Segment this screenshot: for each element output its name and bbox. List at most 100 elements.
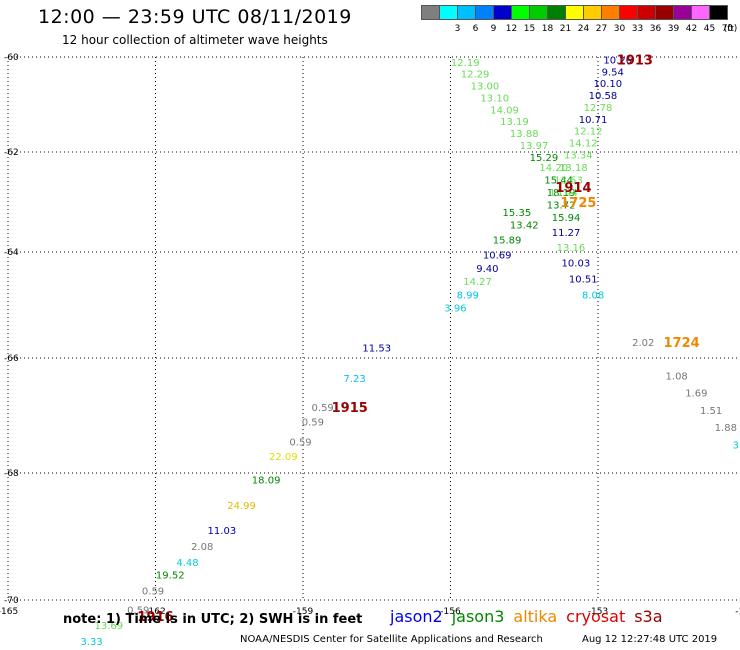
pass-number-label: 1914	[555, 181, 591, 196]
color-scale-label: 36	[649, 24, 662, 34]
longitude-label: -159	[293, 607, 314, 617]
map-subtitle: 12 hour collection of altimeter wave hei…	[62, 33, 328, 47]
wave-height-reading: 2.08	[191, 542, 213, 553]
wave-height-reading: 13.18	[559, 163, 588, 174]
wave-height-reading: 15.44	[549, 188, 578, 199]
wave-height-reading: 10.26	[603, 55, 632, 66]
wave-height-reading: 8.99	[457, 290, 479, 301]
wave-height-reading: 13.10	[480, 93, 509, 104]
wave-height-reading: 19.52	[156, 571, 185, 582]
color-swatch	[709, 5, 728, 20]
wave-height-reading: 13.88	[510, 129, 539, 140]
wave-height-reading: 9.54	[602, 67, 624, 78]
wave-height-reading: 1.88	[715, 423, 737, 434]
color-scale-label: 9	[490, 24, 497, 34]
latitude-label: -64	[4, 248, 19, 258]
satellite-legend-s3a: s3a	[634, 607, 663, 626]
wave-height-reading: 0.59	[302, 417, 324, 428]
color-scale-label: 12	[505, 24, 518, 34]
latitude-label: -70	[4, 596, 19, 606]
wave-height-reading: 14.20	[539, 163, 568, 174]
wave-height-reading: 11.03	[208, 526, 237, 537]
generated-timestamp: Aug 12 12:27:48 UTC 2019	[582, 634, 718, 645]
color-scale-label: 42	[685, 24, 698, 34]
wave-height-reading: 18.09	[252, 475, 281, 486]
wave-height-reading: 24.99	[227, 501, 256, 512]
wave-height-reading: 12.78	[584, 103, 613, 114]
color-scale-label: 15	[523, 24, 536, 34]
color-scale-label: 45	[703, 24, 716, 34]
pass-number-label: 1725	[560, 196, 596, 211]
units-note: note: 1) Time is in UTC; 2) SWH is in fe…	[63, 612, 363, 627]
color-scale-label: 39	[667, 24, 680, 34]
pass-number-label: 1915	[332, 401, 368, 416]
color-scale-label: 24	[577, 24, 590, 34]
wave-height-reading: 13.69	[94, 621, 123, 632]
wave-height-reading: 13.16	[557, 243, 586, 254]
wave-height-reading: 1.69	[685, 389, 707, 400]
color-scale-label: 70	[721, 24, 734, 34]
wave-height-reading: 15.35	[503, 208, 532, 219]
wave-height-reading: 15.44	[544, 176, 573, 187]
wave-height-reading: 1.51	[700, 406, 722, 417]
wave-height-readings: 12.1912.2913.0013.1014.0913.1913.8813.97…	[80, 55, 740, 648]
color-scale-label: 33	[631, 24, 644, 34]
lat-lon-grid	[7, 56, 740, 601]
wave-height-reading: 3.96	[444, 304, 466, 315]
wave-height-reading: 14.09	[490, 105, 519, 116]
satellite-legend-jason3: jason3	[451, 607, 505, 626]
color-scale-unit: (ft)	[723, 24, 738, 34]
pass-number-label: 1913	[617, 53, 653, 68]
latitude-label: -66	[4, 354, 19, 364]
wave-height-reading: 13.34	[564, 151, 593, 162]
satellite-legend-altika: altika	[513, 607, 558, 626]
wave-height-reading: 13.72	[547, 201, 576, 212]
wave-height-reading: 13.53	[554, 176, 583, 187]
wave-height-reading: 14.12	[569, 139, 598, 150]
wave-height-reading: 3.7	[733, 440, 740, 451]
pass-number-label: 1724	[663, 336, 699, 351]
satellite-legend-jason2: jason2	[390, 607, 443, 626]
longitude-label: -153	[588, 607, 608, 617]
wave-height-reading: 11.27	[552, 228, 581, 239]
wave-height-reading: 15.89	[493, 236, 522, 247]
latitude-label: -62	[4, 148, 19, 158]
color-scale-label: 27	[595, 24, 608, 34]
satellite-legend-cryosat: cryosat	[566, 607, 626, 626]
wave-height-reading: 13.19	[500, 117, 529, 128]
wave-height-reading: 12.19	[451, 58, 480, 69]
latitude-label: -68	[4, 469, 19, 479]
latitude-label: -60	[4, 53, 19, 63]
wave-height-reading: 18.19	[547, 188, 576, 199]
wave-height-reading: 13.42	[510, 221, 539, 232]
wave-height-reading: 10.10	[594, 79, 623, 90]
longitude-label: -165	[0, 607, 18, 617]
wave-height-reading: 13.00	[471, 82, 500, 93]
wave-height-reading: 22.09	[269, 452, 298, 463]
wave-height-reading: 15.94	[552, 213, 581, 224]
wave-height-reading: 0.59	[312, 403, 334, 414]
wave-height-reading: 12.29	[461, 70, 490, 81]
wave-height-reading: 3.33	[80, 637, 102, 648]
wave-height-reading: 2.02	[632, 338, 654, 349]
wave-height-reading: 10.03	[562, 259, 591, 270]
axis-labels: -165 -162 -159 -156 -153 -150 -60 -62 -64 -66 -68 -…	[0, 53, 740, 617]
color-scale-label: 18	[541, 24, 554, 34]
wave-height-reading: 10.69	[483, 251, 512, 262]
wave-height-reading: 14.27	[463, 277, 492, 288]
credit-footer: NOAA/NESDIS Center for Satellite Applica…	[240, 634, 543, 645]
wave-height-reading: 13.97	[520, 141, 549, 152]
pass-number-label: 1916	[137, 610, 173, 625]
wave-height-reading: 7.23	[343, 374, 365, 385]
wave-height-reading: 11.53	[362, 343, 391, 354]
color-scale-label: 30	[613, 24, 626, 34]
longitude-label: -162	[145, 607, 165, 617]
wave-height-reading: 10.58	[589, 91, 618, 102]
wave-height-reading: 10.71	[579, 115, 608, 126]
wave-height-reading: 15.29	[530, 153, 559, 164]
wave-height-reading: 0.59	[142, 586, 164, 597]
wave-height-reading: 0.59	[289, 437, 311, 448]
wave-height-reading: 9.40	[476, 264, 498, 275]
